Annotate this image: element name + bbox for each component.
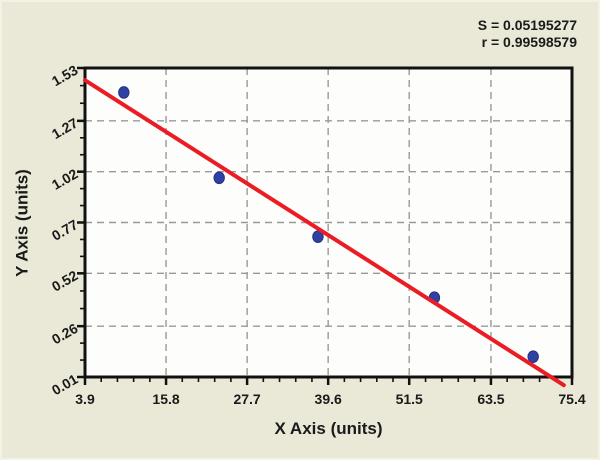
y-tick-label: 0.77 [49,216,81,244]
stats-s-value: S = 0.05195277 [477,17,577,33]
y-tick-label: 1.02 [49,165,81,193]
x-tick-label: 3.9 [75,391,95,407]
x-tick-label: 63.5 [477,391,504,407]
y-tick-label: 0.26 [49,320,81,348]
x-tick-label: 27.7 [233,391,260,407]
x-tick-label: 15.8 [152,391,179,407]
x-tick-label: 75.4 [558,391,585,407]
y-axis-title: Y Axis (units) [12,169,32,277]
x-tick-label: 39.6 [315,391,342,407]
data-point [312,230,324,244]
y-tick-label: 1.53 [49,62,81,90]
y-tick-label: 1.27 [49,114,81,142]
x-axis-title: X Axis (units) [274,419,383,438]
regression-line [83,78,566,388]
y-tick-label: 0.52 [49,267,81,295]
data-point [527,350,539,363]
data-point [213,171,225,185]
stats-r-value: r = 0.99598579 [481,34,577,50]
x-tick-label: 51.5 [396,391,423,407]
stats-annotation: S = 0.05195277 r = 0.99598579 [478,17,577,51]
data-point [118,86,130,99]
